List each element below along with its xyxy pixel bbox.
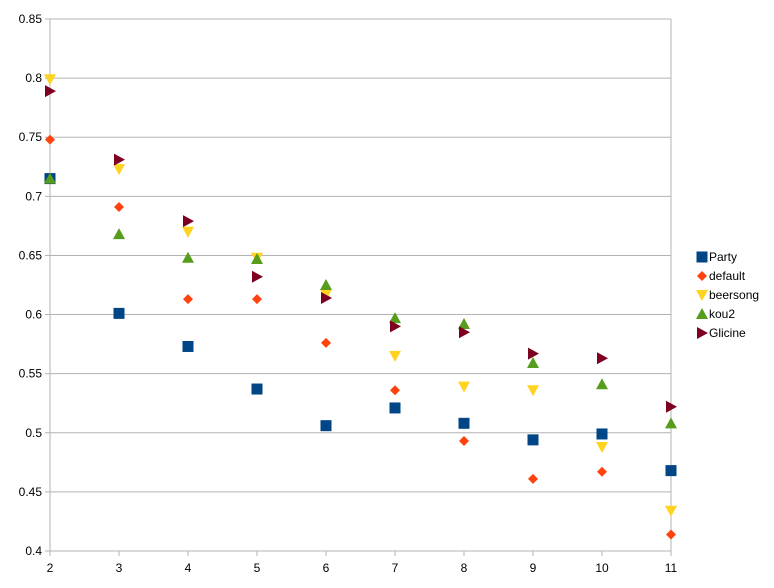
data-point-default [321,337,331,348]
x-tick-label: 11 [665,561,678,575]
data-point-party [596,428,608,440]
data-point-kou2 [251,252,263,264]
x-tick-label: 8 [461,561,468,575]
series-beersong [44,74,677,517]
data-point-party [251,383,263,395]
legend-label: beersong [709,288,759,302]
data-point-glicine [321,292,332,305]
legend-marker-party [696,251,708,263]
data-point-kou2 [596,378,608,390]
data-point-beersong [44,74,56,86]
data-point-kou2 [665,417,677,429]
y-tick-label: 0.7 [25,189,42,203]
data-point-party [665,465,677,477]
series-kou2 [44,172,677,429]
data-point-default [597,466,607,477]
data-point-glicine [597,352,608,365]
axes: 0.4 0.45 0.5 0.55 0.6 0.65 0.7 0.75 0.8 0.85 2 3 4 5 6… [19,12,678,575]
data-point-default [390,385,400,396]
data-point-default [528,473,538,484]
y-tick-label: 0.6 [25,308,42,322]
legend-marker-beersong [696,290,708,301]
data-point-kou2 [113,228,125,240]
data-point-kou2 [527,357,539,369]
legend-label: Party [709,250,737,264]
data-point-party [182,340,194,352]
legend-entry-default: default [697,269,746,283]
data-point-glicine [459,326,470,339]
legend-marker-glicine [697,327,708,339]
x-tick-label: 6 [323,561,330,575]
y-tick-label: 0.55 [19,367,43,381]
y-tick-label: 0.75 [19,130,43,144]
data-point-beersong [113,164,125,176]
data-point-default [459,436,469,447]
data-point-glicine [390,320,401,333]
data-point-glicine [666,400,677,413]
data-point-party [320,420,332,432]
x-tick-label: 9 [530,561,537,575]
data-point-glicine [183,215,194,228]
x-tick-label: 5 [254,561,261,575]
series-default [45,134,676,540]
y-tick-label: 0.45 [19,485,43,499]
data-point-beersong [458,381,470,393]
data-point-party [113,307,125,319]
data-points [44,74,677,540]
series-party [44,173,677,477]
data-point-beersong [389,350,401,362]
x-tick-label: 2 [47,561,54,575]
x-tick-label: 4 [185,561,192,575]
data-point-glicine [528,347,539,360]
data-point-beersong [527,385,539,397]
data-point-kou2 [458,318,470,330]
data-point-party [389,402,401,414]
legend-entry-kou2: kou2 [696,307,735,321]
legend-label: Glicine [709,326,746,340]
x-tick-label: 7 [392,561,399,575]
legend: Party default beersong kou2 Glicine [696,250,759,340]
data-point-glicine [114,153,125,166]
data-point-kou2 [44,172,56,184]
legend-entry-party: Party [696,250,737,264]
legend-entry-glicine: Glicine [697,326,746,340]
legend-marker-default [697,271,707,281]
data-point-kou2 [182,251,194,263]
x-tick-label: 3 [116,561,123,575]
legend-label: kou2 [709,307,735,321]
y-tick-label: 0.65 [19,248,43,262]
data-point-kou2 [320,279,332,290]
data-point-party [527,434,539,446]
grid-lines [50,18,672,552]
legend-marker-kou2 [696,308,708,319]
y-tick-label: 0.4 [25,544,42,558]
data-point-glicine [252,270,263,283]
data-point-glicine [45,85,56,98]
y-tick-label: 0.5 [25,426,42,440]
data-point-default [183,294,193,305]
data-point-party [458,417,470,429]
data-point-beersong [182,226,194,238]
data-point-default [45,134,55,145]
x-tick-label: 10 [595,561,609,575]
data-point-beersong [596,441,608,453]
legend-label: default [709,269,746,283]
data-point-beersong [665,505,677,517]
y-tick-label: 0.85 [19,12,43,26]
series-glicine [45,85,677,413]
data-point-default [666,529,676,540]
data-point-default [252,294,262,305]
y-tick-label: 0.8 [25,71,42,85]
data-point-kou2 [389,312,401,324]
data-point-default [114,201,124,212]
legend-entry-beersong: beersong [696,288,759,302]
